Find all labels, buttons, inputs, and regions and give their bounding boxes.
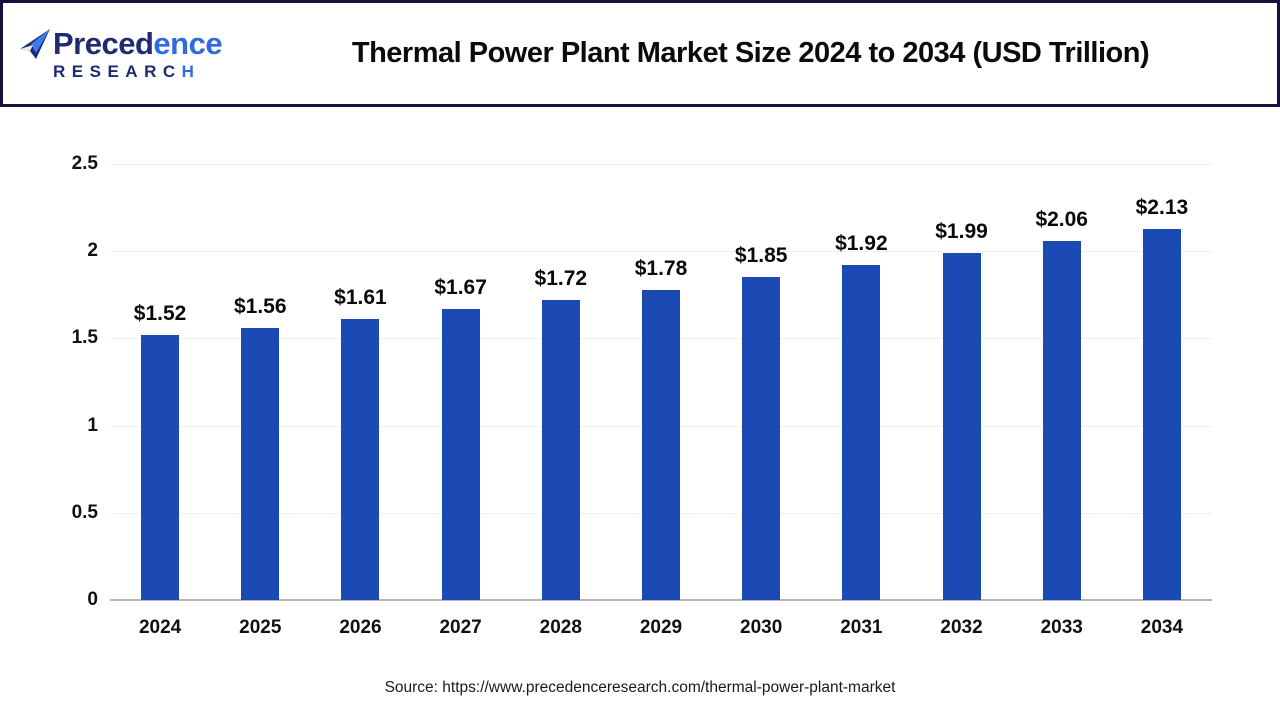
bar [541,300,580,600]
bar [642,289,680,600]
x-axis-tick-label: 2029 [639,617,683,638]
bar-value-label: $1.78 [634,256,688,280]
logo-text-light: ence [153,26,223,61]
bar [942,252,981,600]
bar [1142,228,1181,600]
bar-value-label: $1.85 [734,244,788,268]
bar-value-label: $1.67 [434,275,487,299]
x-axis-tick-label: 2028 [539,617,582,638]
bar [742,277,781,600]
source-citation: Source: https://www.precedenceresearch.c… [384,679,896,696]
logo-subtitle: RESEARCH [53,61,201,81]
bar-value-label: $1.56 [233,294,287,318]
bar-value-label: $2.06 [1035,207,1088,231]
x-axis-tick-label: 2025 [239,617,282,638]
bar [441,308,480,600]
x-axis-tick-label: 2032 [940,617,983,638]
x-axis-tick-label: 2026 [339,617,382,638]
y-axis-tick-label: 2 [87,240,98,262]
y-axis-tick-label: 1.5 [71,327,98,349]
bar-value-label: $1.52 [133,301,187,325]
y-axis-tick-label: 2.5 [71,153,98,174]
y-axis-tick-label: 0 [87,589,98,610]
logo-text-dark: Preced [53,26,154,61]
bar-value-label: $1.99 [935,219,988,243]
x-axis-tick-label: 2031 [840,617,883,638]
bar-value-label: $1.72 [534,267,588,291]
gridline [110,251,1212,253]
bar [842,265,881,600]
header: Preced ence RESEARCH Thermal Power Plant … [0,0,1280,107]
x-axis-tick-label: 2024 [138,617,182,638]
bar [341,319,380,600]
bar-value-label: $1.61 [334,286,387,310]
paper-plane-icon [19,28,51,60]
y-axis-tick-label: 1 [87,414,98,436]
gridline [110,164,1212,165]
x-axis-line [110,599,1212,601]
bar [1042,240,1081,600]
x-axis-tick-label: 2027 [439,617,482,638]
x-axis-tick-label: 2033 [1040,617,1083,638]
bar [141,334,180,600]
bar [241,327,280,600]
chart-title: Thermal Power Plant Market Size 2024 to … [351,37,1150,69]
y-axis-tick-label: 0.5 [71,501,98,523]
bar-value-label: $1.92 [835,232,888,256]
x-axis-tick-label: 2034 [1140,617,1184,638]
precedence-research-logo: Preced ence RESEARCH [3,28,254,80]
x-axis-tick-label: 2030 [740,617,783,638]
logo-wordmark: Preced ence [19,28,254,60]
bar-value-label: $2.13 [1135,195,1189,219]
